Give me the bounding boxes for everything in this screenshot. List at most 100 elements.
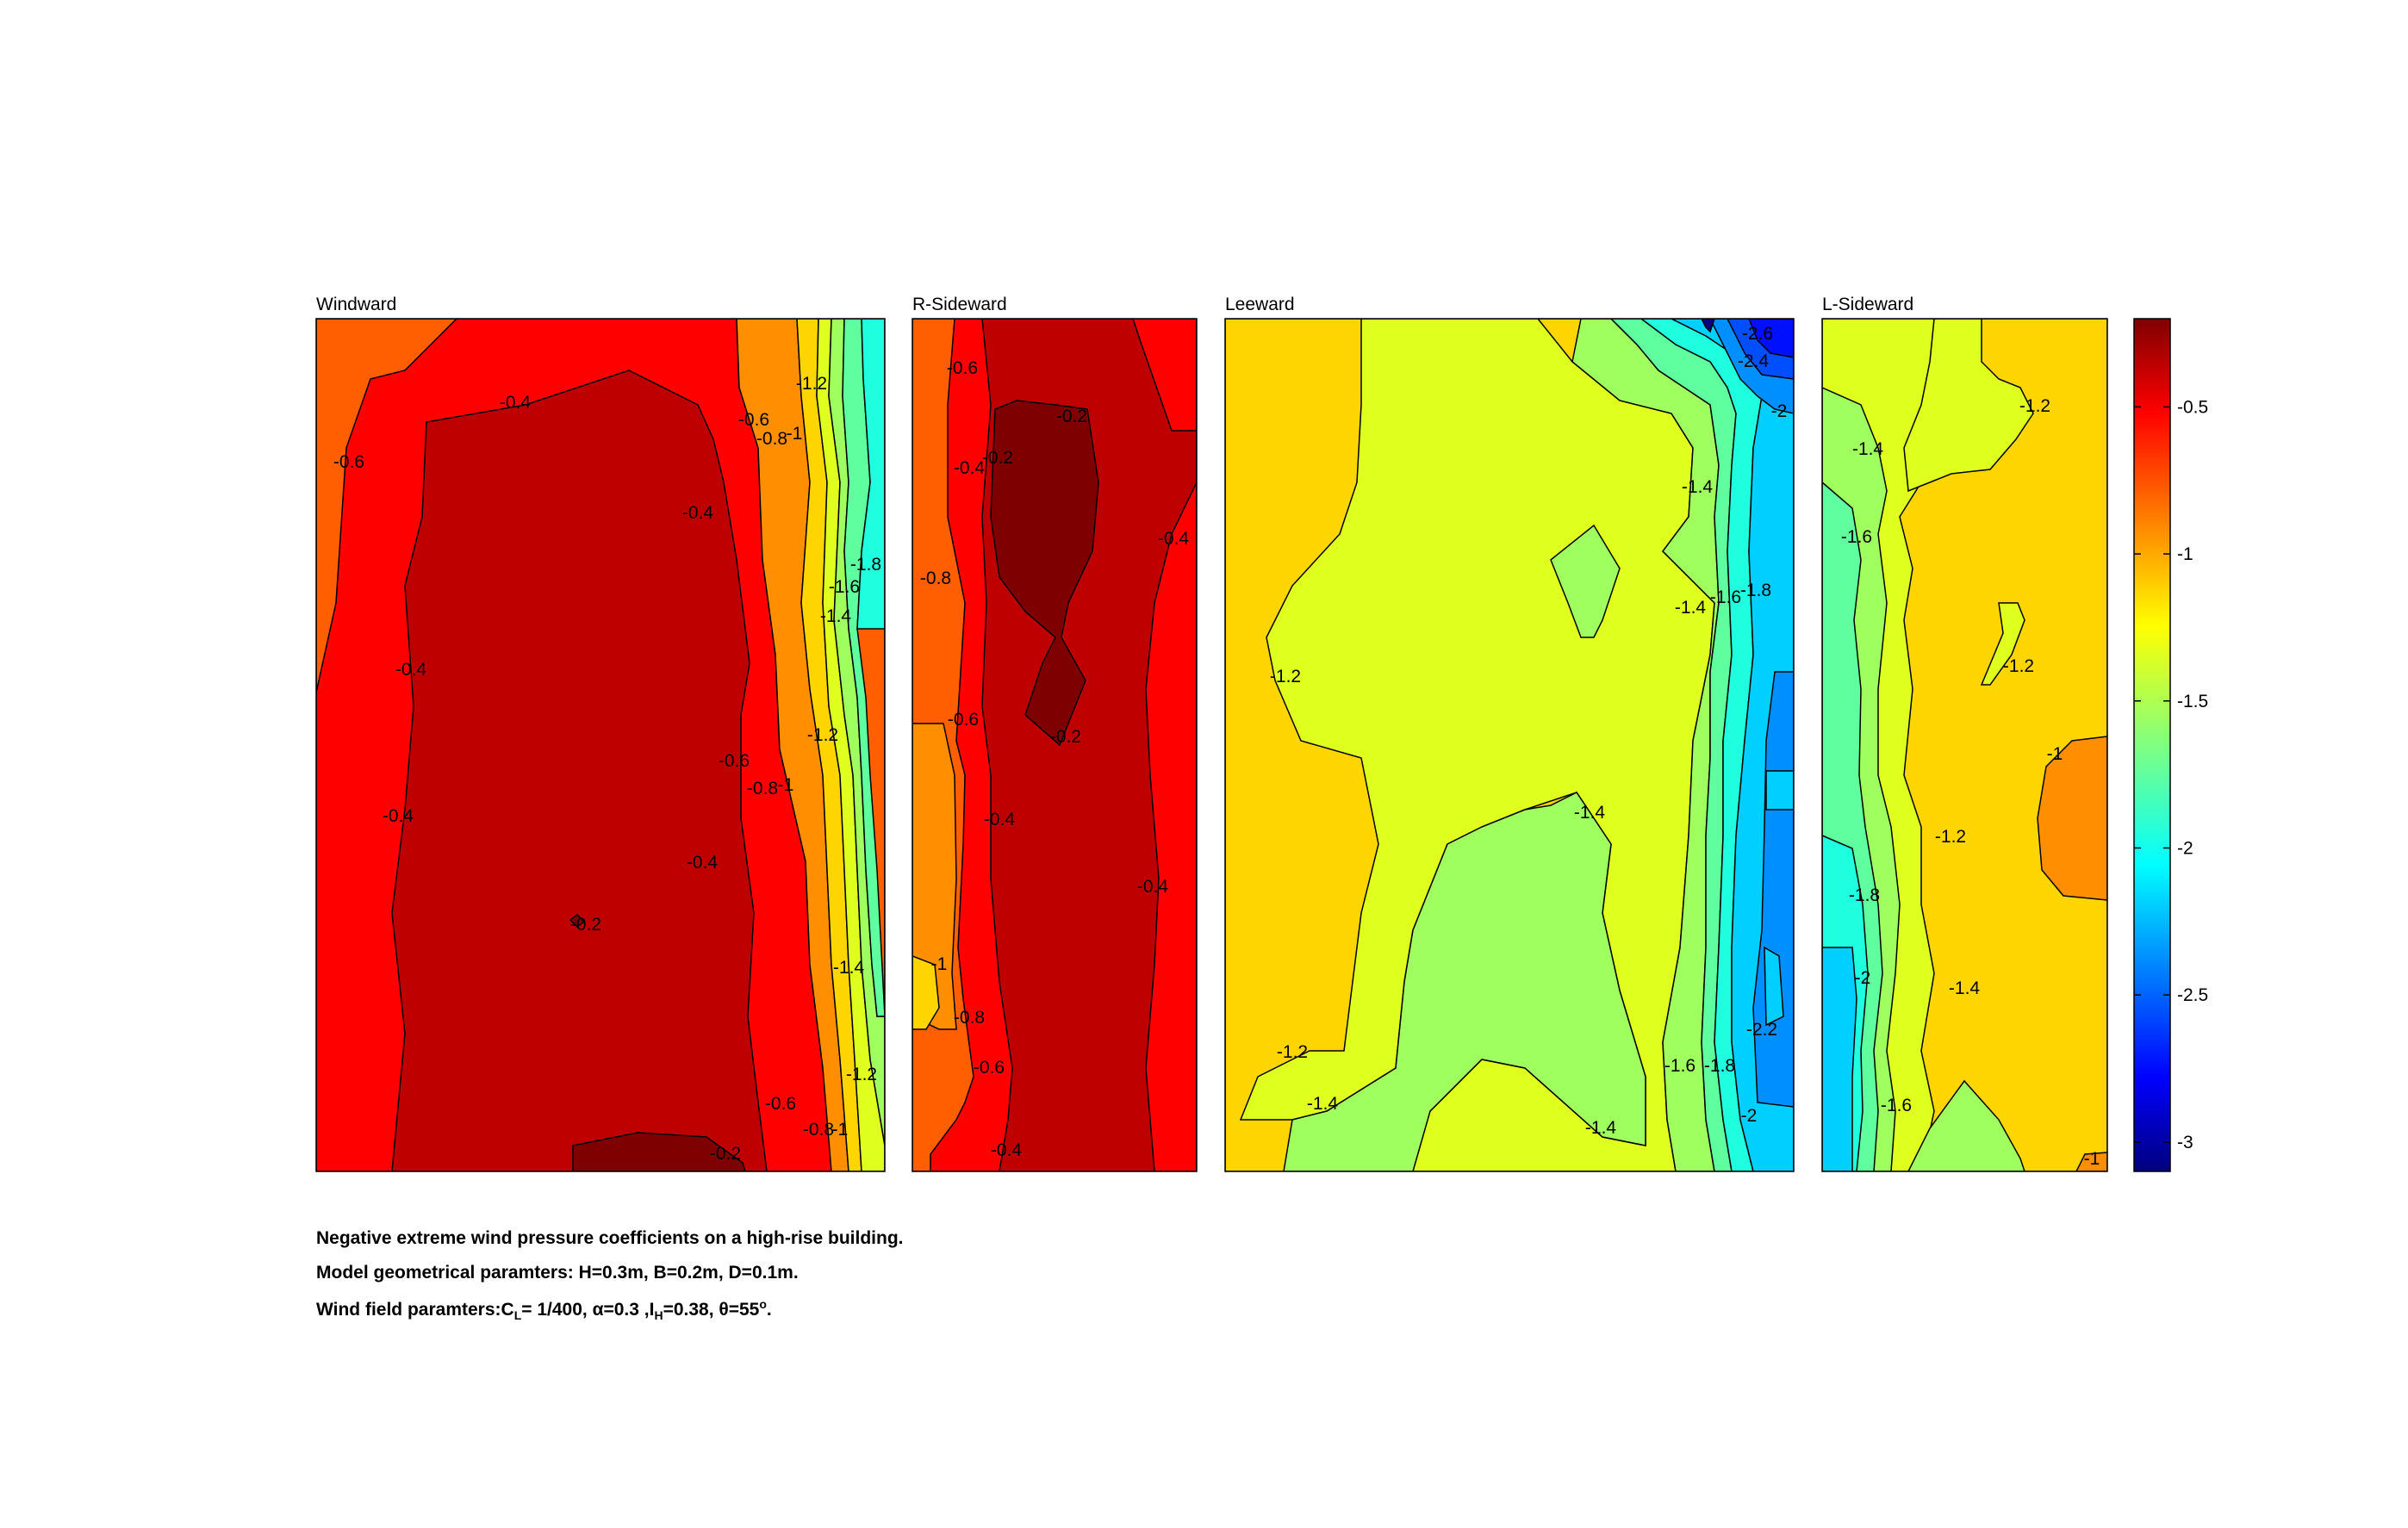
lside-label-5: -1.2	[1935, 827, 1966, 847]
leeward-panel: -2.6 -2.4 -2 -1.4 -1.4 -1.6 -1.8 -1.2 -1…	[1225, 319, 1794, 1171]
lside-label-0: -1.2	[2019, 396, 2050, 416]
windward-label-21: -0.8	[803, 1120, 834, 1140]
rside-frame	[912, 318, 1198, 1172]
rside-label-10: -1	[931, 954, 948, 974]
leeward-band-1.6-island	[1550, 524, 1621, 638]
colorbar-tick-label: -3	[2177, 1133, 2193, 1152]
windward-frame	[315, 318, 886, 1172]
leeward-label-12: -1.2	[1277, 1042, 1308, 1062]
rside-label-11: -0.8	[954, 1008, 985, 1028]
lside-band-1.0-corner	[2075, 1152, 2107, 1171]
leeward-band-2.8	[1748, 319, 1794, 358]
leeward-label-11: -1.8	[1704, 1056, 1735, 1076]
windward-band-0.4	[391, 370, 768, 1171]
lside-band-1.4-island	[1980, 602, 2025, 686]
windward-label-8: -1.6	[829, 577, 860, 597]
windward-label-5: -1.2	[796, 374, 827, 394]
lside-label-10: -1	[2084, 1149, 2100, 1169]
caption-line-3-mid1: = 1/400, α=0.3 ,I	[521, 1300, 655, 1320]
leeward-title: Leeward	[1225, 295, 1295, 314]
rside-label-7: -0.2	[1050, 727, 1081, 747]
leeward-label-6: -1.8	[1740, 581, 1771, 600]
leeward-label-15: -1.4	[1585, 1118, 1617, 1138]
caption-line-2: Model geometrical paramters: H=0.3m, B=0…	[316, 1263, 799, 1283]
windward-label-3: -0.8	[756, 429, 787, 449]
leeward-label-10: -1.6	[1664, 1056, 1696, 1076]
leeward-band-2.2-inset2	[1764, 946, 1784, 1027]
lside-band-1.0	[2037, 736, 2107, 901]
leeward-label-0: -2.6	[1742, 324, 1773, 344]
leeward-label-9: -2.2	[1746, 1020, 1777, 1040]
windward-panel: -0.4 -0.6 -0.6 -0.8 -1 -1.2 -0.4 -1.8 -1…	[316, 319, 885, 1171]
windward-band-0.2	[572, 1132, 746, 1171]
windward-label-10: -0.4	[395, 660, 427, 680]
rside-label-8: -0.4	[984, 810, 1016, 829]
rside-band-0.2	[990, 400, 1099, 747]
rside-title: R-Sideward	[912, 295, 1007, 314]
windward-label-4: -1	[787, 424, 803, 444]
leeward-label-2: -2	[1771, 401, 1788, 421]
caption-line-3-sup: o	[759, 1297, 767, 1311]
caption-line-1: Negative extreme wind pressure coefficie…	[316, 1228, 904, 1248]
lside-title: L-Sideward	[1822, 295, 1913, 314]
rside-label-9: -0.4	[1137, 877, 1169, 897]
lside-panel: -1.2 -1.4 -1.6 -1.2 -1 -1.2 -1.8 -2 -1.4…	[1822, 319, 2107, 1171]
leeward-frame	[1224, 318, 1795, 1172]
colorbar: -0.5 -1 -1.5 -2 -2.5 -3	[2133, 318, 2208, 1172]
caption-line-3-mid2: =0.38, θ=55	[663, 1300, 760, 1320]
rside-label-5: -0.8	[920, 568, 951, 588]
lside-label-8: -1.4	[1949, 978, 1981, 998]
leeward-band-2.2-inset	[1765, 770, 1794, 811]
windward-labels: -0.4 -0.6 -0.6 -0.8 -1 -1.2 -0.4 -1.8 -1…	[333, 374, 881, 1164]
rside-panel: -0.6 -0.2 -0.4 -0.2 -0.4 -0.8 -0.6 -0.2 …	[912, 319, 1197, 1171]
leeward-labels: -2.6 -2.4 -2 -1.4 -1.4 -1.6 -1.8 -1.2 -1…	[1270, 324, 1787, 1138]
leeward-label-8: -1.4	[1574, 803, 1606, 823]
leeward-label-5: -1.6	[1710, 587, 1741, 607]
lside-label-3: -1.2	[2003, 656, 2034, 676]
caption-line-3-prefix: Wind field paramters:C	[316, 1300, 514, 1320]
rside-label-1: -0.2	[1056, 407, 1087, 426]
colorbar-fill	[2133, 318, 2171, 1172]
windward-label-14: -1	[778, 775, 794, 795]
windward-label-17: -0.2	[570, 915, 601, 935]
rside-label-4: -0.4	[1158, 529, 1190, 549]
leeward-label-13: -1.4	[1307, 1094, 1339, 1114]
leeward-label-3: -1.4	[1682, 477, 1714, 497]
colorbar-tick-label: -1	[2177, 544, 2193, 564]
windward-label-0: -0.4	[500, 393, 532, 413]
caption-line-3-sub-h: H	[654, 1308, 663, 1323]
lside-band-1.4-top	[1903, 319, 2034, 493]
lside-label-1: -1.4	[1852, 439, 1884, 459]
rside-label-3: -0.2	[982, 448, 1013, 468]
rside-label-0: -0.6	[947, 358, 978, 378]
leeward-band-1.6-lower	[1283, 792, 1646, 1171]
caption-line-3-end: .	[766, 1300, 772, 1320]
lside-label-6: -1.8	[1849, 885, 1880, 905]
rside-labels: -0.6 -0.2 -0.4 -0.2 -0.4 -0.8 -0.6 -0.2 …	[920, 358, 1190, 1160]
colorbar-ticks: -0.5 -1 -1.5 -2 -2.5 -3	[2134, 397, 2208, 1152]
windward-band-0.2-small	[569, 914, 586, 928]
windward-label-2: -0.6	[738, 410, 769, 430]
windward-label-11: -1.2	[807, 725, 838, 745]
windward-label-16: -0.4	[687, 853, 719, 873]
lside-labels: -1.2 -1.4 -1.6 -1.2 -1 -1.2 -1.8 -2 -1.4…	[1841, 396, 2100, 1169]
windward-label-12: -0.6	[719, 751, 750, 771]
windward-label-1: -0.6	[333, 452, 364, 472]
rside-label-13: -0.4	[991, 1140, 1023, 1160]
windward-band-2.0	[856, 319, 885, 630]
caption-line-3: Wind field paramters:CL= 1/400, α=0.3 ,I…	[316, 1297, 772, 1322]
leeward-label-14: -2	[1741, 1106, 1758, 1126]
windward-label-23: -0.2	[710, 1144, 741, 1164]
leeward-label-4: -1.4	[1675, 598, 1707, 618]
windward-label-13: -0.8	[747, 779, 778, 798]
lside-label-2: -1.6	[1841, 527, 1872, 547]
lside-band-1.6-lower	[1907, 1079, 2025, 1171]
windward-title: Windward	[316, 295, 396, 314]
windward-label-22: -1	[832, 1120, 849, 1140]
leeward-label-1: -2.4	[1738, 351, 1770, 371]
lside-label-7: -2	[1855, 968, 1871, 988]
lside-label-4: -1	[2047, 744, 2063, 764]
colorbar-tick-label: -0.5	[2177, 397, 2208, 417]
windward-label-9: -1.4	[820, 606, 852, 626]
